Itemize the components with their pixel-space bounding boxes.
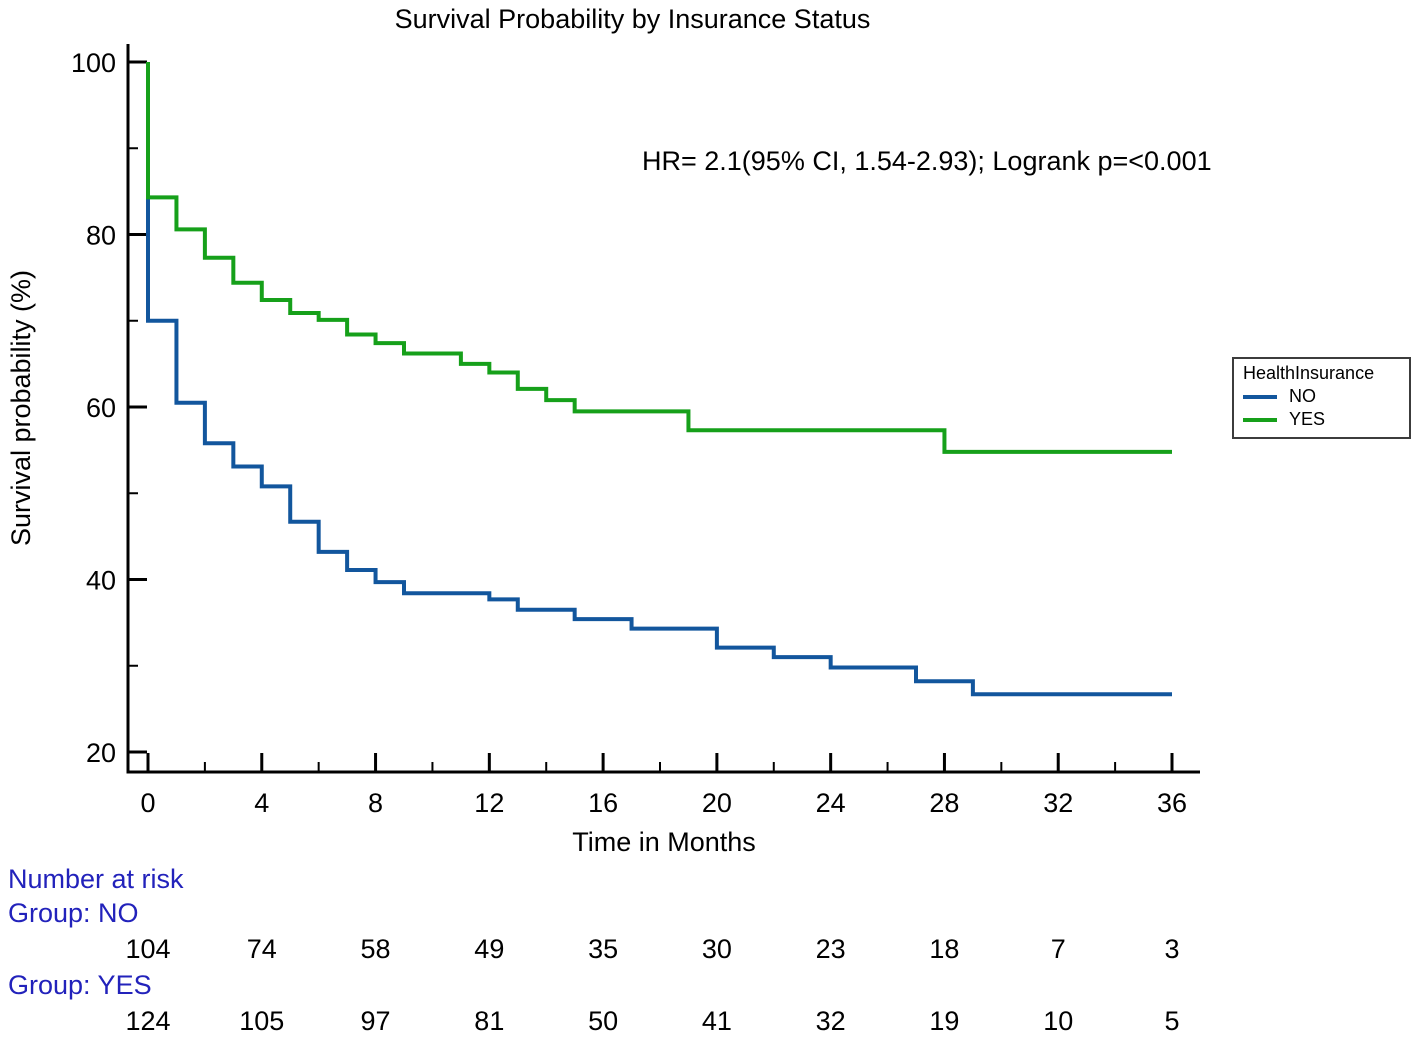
risk-group-label-yes: Group: YES [8,970,152,1000]
risk-count: 81 [474,1006,505,1036]
risk-count: 18 [929,934,960,964]
legend-line-swatch-yes [1243,417,1277,422]
risk-count: 35 [588,934,619,964]
x-tick-label: 4 [254,788,269,818]
x-tick-label: 12 [474,788,504,818]
risk-count: 5 [1164,1006,1180,1036]
x-tick-label: 20 [702,788,732,818]
x-tick-label: 36 [1157,788,1187,818]
risk-group-label-no: Group: NO [8,898,139,928]
risk-count: 19 [929,1006,960,1036]
risk-count: 7 [1050,934,1066,964]
x-tick-label: 24 [816,788,846,818]
risk-counts-row-yes: 124 105 97 81 50 41 32 19 10 5 [0,1006,1417,1038]
risk-count: 3 [1164,934,1180,964]
risk-count: 105 [239,1006,285,1036]
x-tick-label: 28 [929,788,959,818]
y-tick-label: 20 [86,738,116,768]
chart-title: Survival Probability by Insurance Status [394,4,871,34]
risk-count: 124 [125,1006,171,1036]
risk-count: 50 [588,1006,619,1036]
x-axis-label: Time in Months [572,827,756,857]
risk-count: 30 [701,934,732,964]
y-tick-label: 80 [86,221,116,251]
x-tick-label: 8 [368,788,383,818]
x-tick-label: 0 [140,788,155,818]
risk-count: 10 [1043,1006,1074,1036]
risk-count: 104 [125,934,171,964]
x-tick-label: 16 [588,788,618,818]
survival-curve-no [146,62,1172,697]
legend-box: HealthInsurance NO YES [1232,357,1411,439]
legend-item-no: NO [1243,386,1405,407]
legend-label-yes: YES [1289,409,1326,429]
risk-count: 32 [815,1006,846,1036]
hazard-ratio-annotation: HR= 2.1(95% CI, 1.54-2.93); Logrank p=<0… [642,146,1212,176]
legend-title: HealthInsurance [1243,363,1375,383]
y-tick-label: 60 [86,393,116,423]
risk-table-header: Number at risk [8,864,184,894]
risk-count: 58 [360,934,391,964]
y-axis-label: Survival probability (%) [6,269,36,547]
risk-count: 23 [815,934,846,964]
legend-item-yes: YES [1243,409,1405,430]
legend-label-no: NO [1289,386,1316,406]
risk-count: 49 [474,934,505,964]
legend-line-swatch-no [1243,394,1277,399]
risk-count: 41 [701,1006,732,1036]
x-tick-label: 32 [1043,788,1073,818]
risk-counts-row-no: 104 74 58 49 35 30 23 18 7 3 [0,934,1417,966]
risk-count: 97 [360,1006,391,1036]
risk-count: 74 [246,934,277,964]
y-tick-label: 40 [86,566,116,596]
y-tick-label: 100 [71,48,116,78]
survival-curve-yes [146,62,1172,454]
